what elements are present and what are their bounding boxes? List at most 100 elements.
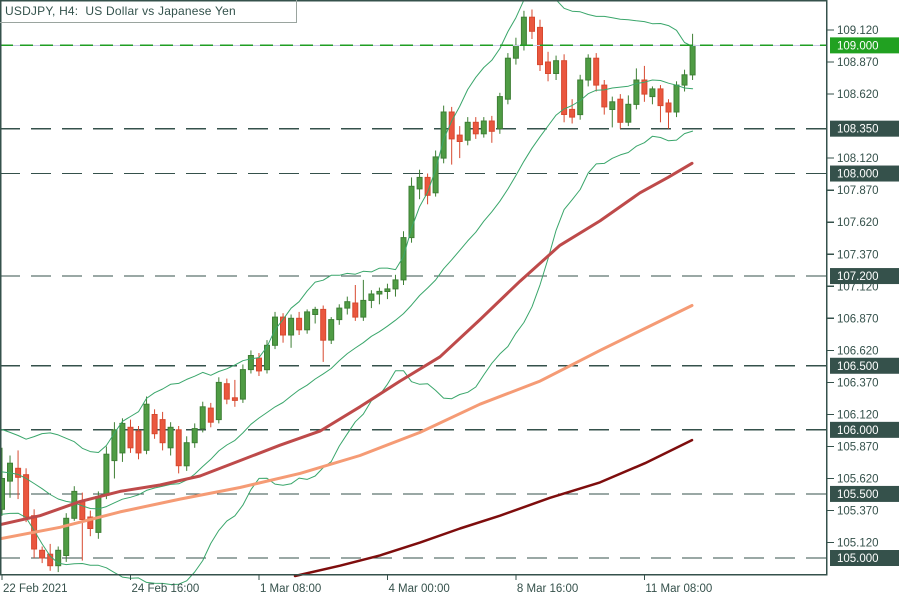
price-level-badge: 107.200 [837, 271, 879, 283]
price-axis-label: 107.120 [837, 281, 879, 293]
candle-bullish [520, 16, 527, 46]
candle-bullish [577, 79, 584, 116]
time-axis-label: 24 Feb 16:00 [131, 583, 199, 595]
candle-bearish [79, 501, 86, 521]
price-badge-bg [830, 120, 899, 137]
candle-bearish [472, 121, 479, 135]
candle-bearish [175, 429, 182, 467]
candle-bearish [657, 88, 664, 107]
price-axis-label: 108.120 [837, 153, 879, 165]
candle-bullish [633, 79, 640, 105]
price-level-badge: 106.500 [837, 361, 879, 373]
price-badge-bg [830, 421, 899, 438]
candle-bearish [151, 414, 158, 435]
candle-bullish [384, 288, 391, 292]
chart-title: USDJPY, H4: US Dollar vs Japanese Yen [5, 4, 236, 18]
candle-bullish [480, 120, 487, 135]
price-badge-bg [830, 550, 899, 567]
candle-bullish [360, 299, 367, 318]
candle-bullish [432, 156, 439, 194]
candle-bullish [408, 185, 415, 239]
price-badge-bg [830, 37, 899, 54]
price-level-badge: 108.350 [837, 124, 879, 136]
candle-bearish [569, 108, 576, 118]
price-badge-bg [830, 357, 899, 374]
candle-bearish [135, 430, 142, 454]
price-level-badge: 105.500 [837, 489, 879, 501]
candle-bullish [553, 60, 560, 75]
candle-bearish [87, 516, 94, 529]
price-axis-label: 108.870 [837, 57, 879, 69]
time-axis-label: 11 Mar 08:00 [645, 583, 712, 595]
price-axis-label: 109.120 [837, 25, 879, 37]
candle-bullish [464, 121, 471, 141]
candle-bullish [609, 101, 616, 111]
candle-bearish [601, 84, 608, 108]
price-axis-label: 105.120 [837, 538, 879, 550]
candle-bullish [512, 44, 519, 59]
candle-bearish [223, 383, 230, 400]
candle-bullish [288, 317, 295, 336]
candle-bullish [0, 478, 5, 510]
candle-bullish [304, 311, 311, 331]
candle-bearish [456, 134, 463, 143]
candle-bullish [95, 496, 102, 533]
price-axis-label: 105.620 [837, 474, 879, 486]
candle-bearish [593, 57, 600, 86]
candle-bullish [328, 319, 335, 341]
candle-bullish [625, 103, 632, 123]
price-level-badge: 105.000 [837, 553, 879, 565]
candle-bullish [336, 307, 343, 321]
candle-bullish [215, 381, 222, 421]
candles-group [0, 9, 696, 573]
candle-bullish [585, 57, 592, 81]
price-axis-label: 106.620 [837, 345, 879, 357]
plot-border [0, 0, 828, 576]
current-price-badge: 109.000 [837, 40, 879, 52]
candle-bullish [247, 355, 254, 371]
candle-bearish [231, 397, 238, 401]
price-axis-label: 107.620 [837, 217, 879, 229]
candle-bullish [368, 293, 375, 301]
candle-bearish [207, 407, 214, 423]
candle-bearish [545, 61, 551, 74]
candle-bearish [352, 302, 359, 318]
price-axis-label: 106.870 [837, 313, 879, 325]
time-axis-label: 4 Mar 00:00 [388, 583, 449, 595]
candle-bullish [504, 57, 511, 100]
candle-bearish [23, 474, 30, 518]
price-level-badge: 106.000 [837, 425, 879, 437]
candle-bearish [15, 467, 22, 478]
candle-bearish [561, 60, 568, 115]
candle-bullish [376, 290, 383, 295]
candle-bearish [320, 308, 327, 341]
time-axis-label: 22 Feb 2021 [3, 583, 68, 595]
candle-bullish [183, 442, 190, 467]
price-badge-bg [830, 485, 899, 502]
candle-bullish [143, 403, 150, 451]
candle-bearish [448, 111, 455, 140]
price-axis-label: 106.120 [837, 409, 879, 421]
candle-bullish [496, 96, 503, 130]
candle-bearish [488, 120, 495, 132]
candle-bullish [264, 344, 270, 371]
candle-bearish [617, 98, 624, 123]
candle-bearish [529, 16, 535, 32]
candle-bearish [39, 549, 46, 559]
candle-bearish [641, 79, 648, 95]
price-badge-bg [830, 268, 899, 285]
bollinger-upper-line [1, 0, 694, 453]
candle-bullish [119, 422, 126, 454]
candle-bullish [392, 279, 399, 290]
candle-bullish [344, 301, 351, 309]
candle-bullish [272, 316, 278, 346]
candle-bullish [312, 308, 319, 315]
price-badge-bg [830, 165, 899, 182]
candle-bearish [280, 316, 286, 336]
candle-bearish [127, 426, 134, 449]
candle-bearish [296, 317, 303, 331]
price-axis-label: 107.870 [837, 185, 879, 197]
price-axis-label: 105.370 [837, 506, 879, 518]
